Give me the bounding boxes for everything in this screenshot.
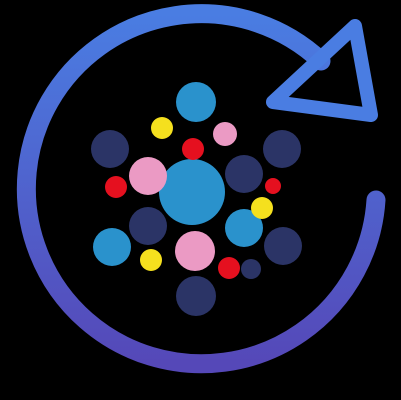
dot-sky xyxy=(159,159,225,225)
dot-red xyxy=(265,178,281,194)
dot-navy xyxy=(241,259,261,279)
dot-navy xyxy=(225,155,263,193)
dot-yellow xyxy=(140,249,162,271)
arrowhead-icon xyxy=(266,19,378,122)
molecule-cluster xyxy=(91,82,302,316)
dot-navy xyxy=(91,130,129,168)
dot-yellow xyxy=(251,197,273,219)
dot-navy xyxy=(129,207,167,245)
dot-sky xyxy=(225,209,263,247)
dot-navy xyxy=(264,227,302,265)
dot-red xyxy=(218,257,240,279)
dot-red xyxy=(182,138,204,160)
dot-sky xyxy=(93,228,131,266)
dot-navy xyxy=(176,82,216,122)
dot-yellow xyxy=(151,117,173,139)
dot-navy xyxy=(263,130,301,168)
dot-red xyxy=(105,176,127,198)
refresh-arc xyxy=(16,4,386,374)
dot-navy xyxy=(176,276,216,316)
dot-pink xyxy=(129,157,167,195)
dot-pink xyxy=(175,231,215,271)
dot-pink xyxy=(213,122,237,146)
